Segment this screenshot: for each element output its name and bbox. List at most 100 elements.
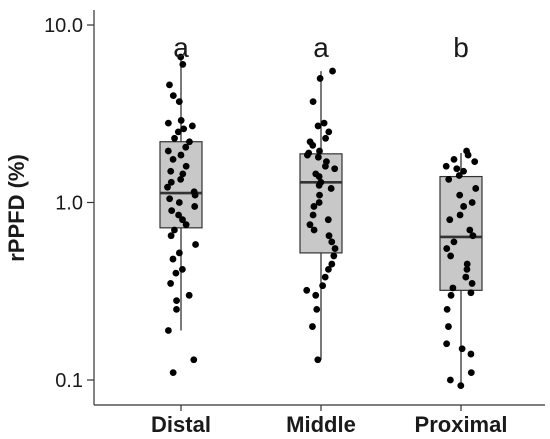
data-point <box>314 356 322 364</box>
data-point <box>166 195 174 203</box>
category-label-distal: Distal <box>151 412 211 437</box>
data-point <box>175 249 183 257</box>
data-point <box>447 291 455 299</box>
data-point <box>179 60 187 68</box>
data-point <box>456 211 464 219</box>
data-point <box>182 221 190 229</box>
data-point <box>453 165 461 173</box>
data-point <box>310 226 318 234</box>
data-point <box>322 134 329 142</box>
significance-letter-0: a <box>173 32 189 63</box>
data-point <box>180 125 188 133</box>
data-point <box>330 252 338 260</box>
data-point <box>175 98 183 106</box>
data-point <box>164 119 172 127</box>
points-middle <box>303 67 339 364</box>
data-point <box>442 162 450 170</box>
data-point <box>446 216 454 224</box>
data-point <box>449 284 457 292</box>
data-point <box>463 260 471 268</box>
y-ticks: 0.1 1.0 10.0 <box>44 15 94 392</box>
data-point <box>188 122 196 130</box>
data-point <box>455 172 463 179</box>
data-point <box>303 286 311 294</box>
data-point <box>445 175 453 183</box>
data-point <box>177 53 185 61</box>
data-point <box>309 211 317 219</box>
data-point <box>464 151 472 159</box>
category-labels: Distal Middle Proximal <box>151 405 507 437</box>
data-point <box>164 327 172 334</box>
data-point <box>173 297 180 305</box>
data-point <box>328 260 336 268</box>
data-point <box>443 340 451 348</box>
data-point <box>309 323 316 330</box>
data-point <box>327 185 335 192</box>
data-point <box>190 356 198 364</box>
data-point <box>179 216 186 224</box>
data-point <box>314 153 322 161</box>
data-point <box>468 280 476 287</box>
data-point <box>447 252 455 260</box>
axes <box>93 10 545 406</box>
data-point <box>169 369 177 377</box>
data-point <box>169 255 177 263</box>
data-points <box>164 53 480 389</box>
data-point <box>171 134 178 142</box>
data-point <box>446 376 454 384</box>
data-point <box>329 67 336 75</box>
data-point <box>171 226 178 234</box>
points-distal <box>164 53 199 377</box>
data-point <box>175 211 182 219</box>
data-point <box>320 119 328 127</box>
data-point <box>325 265 332 273</box>
data-point <box>177 117 185 124</box>
data-point <box>167 232 175 240</box>
data-point <box>319 282 327 290</box>
data-point <box>450 238 458 246</box>
data-point <box>445 323 452 330</box>
data-point <box>460 167 467 175</box>
data-point <box>450 155 458 163</box>
y-tick-label-2: 10.0 <box>44 15 83 37</box>
data-point <box>315 181 323 189</box>
data-point <box>310 203 318 210</box>
data-point <box>167 167 175 175</box>
data-point <box>315 173 323 180</box>
data-point <box>177 175 185 183</box>
data-point <box>313 305 321 313</box>
data-point <box>468 199 476 206</box>
data-point <box>179 265 186 273</box>
data-point <box>168 207 176 215</box>
box-middle <box>299 71 343 360</box>
data-point <box>309 98 317 106</box>
data-point <box>169 92 177 100</box>
data-point <box>164 147 172 155</box>
data-point <box>179 170 187 178</box>
points-proximal <box>442 147 480 389</box>
data-point <box>316 75 324 82</box>
data-point <box>177 151 185 159</box>
data-point <box>324 216 332 224</box>
data-point <box>462 273 470 281</box>
category-label-proximal: Proximal <box>415 412 508 437</box>
data-point <box>331 245 339 252</box>
data-point <box>316 191 323 199</box>
data-point <box>325 232 333 240</box>
data-point <box>457 382 465 389</box>
data-point <box>328 238 336 246</box>
data-point <box>463 265 471 273</box>
y-tick-label-0: 0.1 <box>55 370 83 392</box>
data-point <box>304 151 311 159</box>
data-point <box>167 178 175 186</box>
data-point <box>306 221 314 229</box>
data-point <box>467 369 475 377</box>
data-point <box>166 81 173 89</box>
category-label-middle: Middle <box>286 412 356 437</box>
boxes <box>159 58 483 386</box>
data-point <box>314 122 322 130</box>
significance-letter-2: b <box>453 32 469 63</box>
data-point <box>312 291 320 299</box>
data-point <box>173 305 180 313</box>
